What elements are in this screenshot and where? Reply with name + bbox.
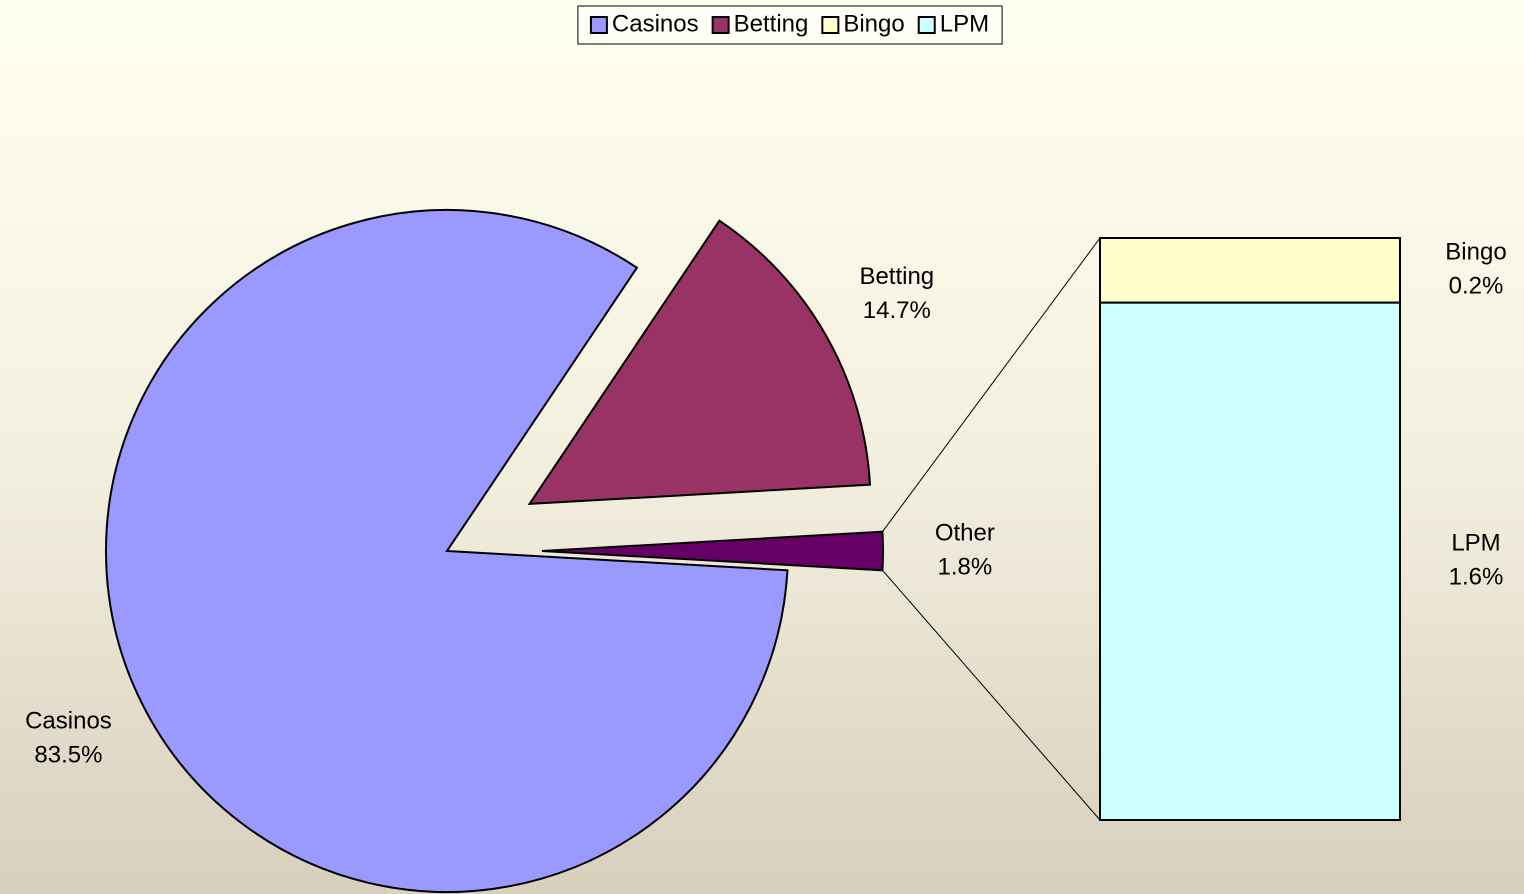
pie-slice [541, 530, 884, 572]
slice-value-label: 83.5% [34, 742, 102, 769]
legend-swatch [821, 16, 840, 34]
legend-label: LPM [940, 10, 989, 37]
legend-swatch [917, 16, 936, 34]
bar-segment [1099, 301, 1401, 821]
connector-line [882, 237, 1101, 533]
slice-label: Betting [859, 263, 934, 290]
slice-value-label: 14.7% [863, 297, 931, 324]
pie-slice [105, 209, 789, 893]
legend-swatch [589, 16, 608, 34]
legend-label: Bingo [843, 10, 904, 37]
bar-label: LPM [1451, 530, 1500, 557]
legend-label: Betting [734, 10, 809, 37]
slice-label: Casinos [25, 708, 112, 735]
connector-line [882, 569, 1101, 821]
slice-label: Other [935, 519, 995, 546]
legend-label: Casinos [612, 10, 699, 37]
legend-swatch [711, 16, 730, 34]
bar-value-label: 1.6% [1449, 564, 1504, 591]
pie-slice [527, 219, 872, 506]
slice-value-label: 1.8% [937, 553, 992, 580]
bar-value-label: 0.2% [1449, 273, 1504, 300]
bar-label: Bingo [1445, 239, 1506, 266]
bar-segment [1099, 237, 1401, 304]
